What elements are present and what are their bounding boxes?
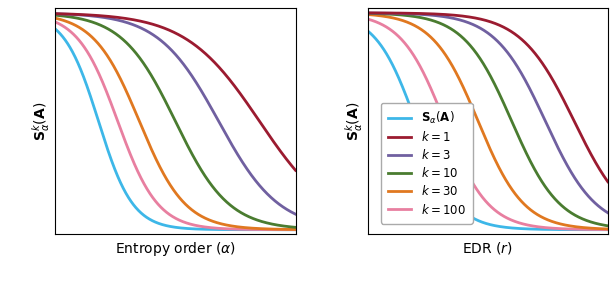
X-axis label: Entropy order $(\alpha)$: Entropy order $(\alpha)$ — [115, 240, 236, 258]
Y-axis label: $\mathbf{S}^k_{\alpha}(\mathbf{A})$: $\mathbf{S}^k_{\alpha}(\mathbf{A})$ — [343, 102, 365, 141]
Legend: $\mathbf{S}_{\alpha}(\mathbf{A})$, $k=1$, $k=3$, $k=10$, $k=30$, $k=100$: $\mathbf{S}_{\alpha}(\mathbf{A})$, $k=1$… — [381, 103, 473, 224]
X-axis label: EDR $(r)$: EDR $(r)$ — [462, 240, 513, 255]
Y-axis label: $\mathbf{S}^k_{\alpha}(\mathbf{A})$: $\mathbf{S}^k_{\alpha}(\mathbf{A})$ — [31, 102, 52, 141]
